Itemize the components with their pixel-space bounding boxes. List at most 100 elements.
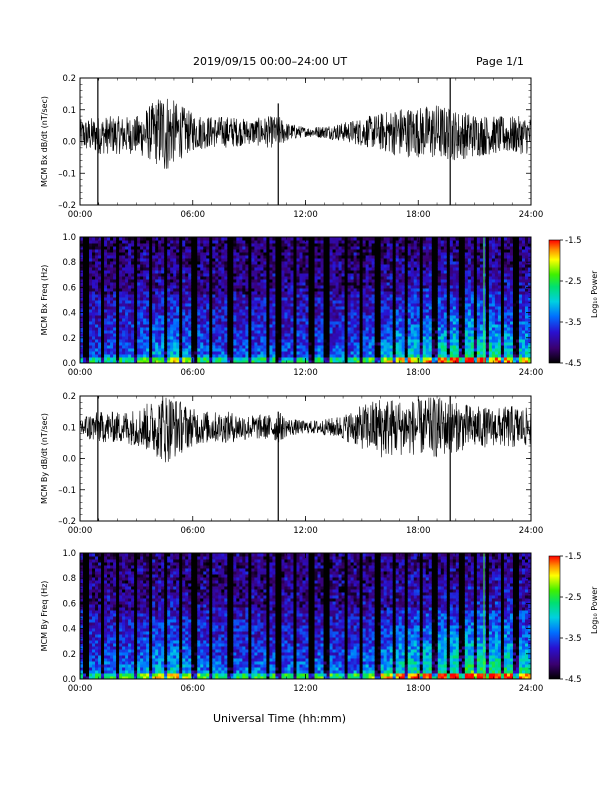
heatmap-cell bbox=[413, 348, 418, 352]
heatmap-cell bbox=[185, 315, 189, 319]
heatmap-cell bbox=[170, 348, 174, 352]
heatmap-cell bbox=[128, 243, 132, 247]
heatmap-cell bbox=[395, 327, 400, 331]
heatmap-cell bbox=[401, 285, 406, 289]
heatmap-cell bbox=[170, 303, 174, 307]
heatmap-cell bbox=[383, 267, 388, 271]
heatmap-cell bbox=[311, 360, 316, 364]
heatmap-cell bbox=[353, 282, 358, 286]
heatmap-cell bbox=[122, 345, 126, 349]
heatmap-cell bbox=[368, 324, 373, 328]
heatmap-cell bbox=[146, 270, 150, 274]
heatmap-cell bbox=[365, 270, 370, 274]
heatmap-cell bbox=[212, 312, 216, 316]
heatmap-cell bbox=[317, 243, 322, 247]
heatmap-cell bbox=[143, 261, 147, 265]
heatmap-cell bbox=[344, 297, 349, 301]
heatmap-cell bbox=[416, 324, 421, 328]
heatmap-cell bbox=[233, 333, 237, 337]
heatmap-cell bbox=[191, 243, 195, 247]
heatmap-cell bbox=[239, 345, 243, 349]
heatmap-cell bbox=[383, 303, 388, 307]
heatmap-cell bbox=[221, 240, 225, 244]
heatmap-cell bbox=[83, 348, 87, 352]
heatmap-cell bbox=[209, 336, 213, 340]
heatmap-cell bbox=[101, 321, 105, 325]
heatmap-cell bbox=[380, 336, 385, 340]
heatmap-cell bbox=[383, 348, 388, 352]
heatmap-cell bbox=[128, 288, 132, 292]
heatmap-cell bbox=[314, 327, 319, 331]
heatmap-cell bbox=[323, 255, 328, 259]
heatmap-cell bbox=[242, 306, 246, 310]
heatmap-cell bbox=[125, 264, 129, 268]
heatmap-cell bbox=[329, 291, 334, 295]
heatmap-cell bbox=[83, 276, 87, 280]
heatmap-cell bbox=[401, 360, 406, 364]
heatmap-cell bbox=[296, 252, 300, 256]
heatmap-cell bbox=[374, 354, 379, 358]
heatmap-cell bbox=[254, 324, 258, 328]
heatmap-cell bbox=[371, 246, 376, 250]
heatmap-cell bbox=[296, 264, 300, 268]
heatmap-cell bbox=[197, 252, 201, 256]
heatmap-cell bbox=[119, 252, 123, 256]
heatmap-cell bbox=[281, 261, 285, 265]
heatmap-cell bbox=[146, 255, 150, 259]
heatmap-cell bbox=[176, 294, 180, 298]
heatmap-cell bbox=[329, 294, 334, 298]
heatmap-cell bbox=[395, 336, 400, 340]
heatmap-cell bbox=[293, 273, 297, 277]
heatmap-cell bbox=[251, 291, 255, 295]
heatmap-cell bbox=[116, 237, 120, 241]
heatmap-cell bbox=[176, 255, 180, 259]
heatmap-cell bbox=[323, 270, 328, 274]
heatmap-cell bbox=[143, 243, 147, 247]
heatmap-cell bbox=[320, 345, 325, 349]
heatmap-cell bbox=[365, 288, 370, 292]
heatmap-cell bbox=[299, 291, 303, 295]
heatmap-cell bbox=[356, 345, 361, 349]
heatmap-cell bbox=[203, 306, 207, 310]
heatmap-cell bbox=[320, 324, 325, 328]
heatmap-cell bbox=[161, 291, 165, 295]
heatmap-cell bbox=[362, 324, 367, 328]
heatmap-cell bbox=[203, 276, 207, 280]
heatmap-cell bbox=[161, 270, 165, 274]
heatmap-cell bbox=[182, 291, 186, 295]
heatmap-cell bbox=[353, 297, 358, 301]
heatmap-cell bbox=[380, 261, 385, 265]
heatmap-cell bbox=[110, 288, 114, 292]
heatmap-cell bbox=[251, 327, 255, 331]
heatmap-cell bbox=[86, 246, 90, 250]
heatmap-cell bbox=[188, 339, 192, 343]
heatmap-cell bbox=[311, 240, 316, 244]
heatmap-cell bbox=[263, 258, 267, 262]
heatmap-cell bbox=[131, 309, 135, 313]
heatmap-cell bbox=[98, 246, 102, 250]
heatmap-cell bbox=[410, 357, 415, 361]
heatmap-cell bbox=[335, 351, 340, 355]
heatmap-cell bbox=[128, 342, 132, 346]
heatmap-cell bbox=[257, 327, 261, 331]
heatmap-cell bbox=[83, 237, 87, 241]
heatmap-cell bbox=[290, 294, 294, 298]
heatmap-cell bbox=[407, 303, 412, 307]
heatmap-cell bbox=[416, 309, 421, 313]
heatmap-cell bbox=[356, 348, 361, 352]
heatmap-cell bbox=[236, 330, 240, 334]
heatmap-cell bbox=[395, 252, 400, 256]
heatmap-cell bbox=[380, 357, 385, 361]
heatmap-cell bbox=[80, 324, 84, 328]
heatmap-cell bbox=[92, 309, 96, 313]
heatmap-cell bbox=[128, 291, 132, 295]
heatmap-cell bbox=[200, 273, 204, 277]
heatmap-cell bbox=[422, 336, 427, 340]
heatmap-cell bbox=[329, 327, 334, 331]
heatmap-cell bbox=[239, 285, 243, 289]
heatmap-cell bbox=[110, 258, 114, 262]
heatmap-cell bbox=[149, 324, 153, 328]
heatmap-cell bbox=[101, 291, 105, 295]
heatmap-cell bbox=[116, 264, 120, 268]
heatmap-cell bbox=[260, 348, 264, 352]
